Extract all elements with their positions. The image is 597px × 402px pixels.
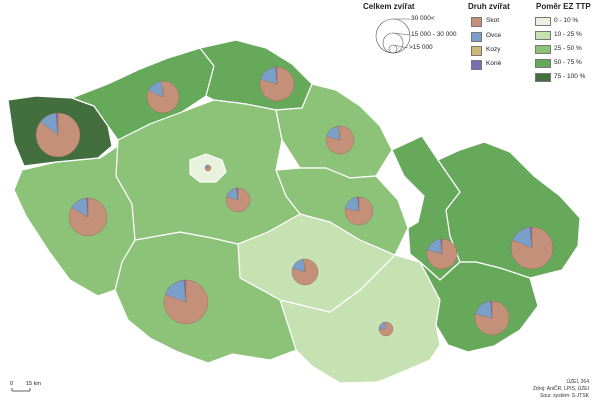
region-moravskoslezsky [437, 141, 581, 279]
pie-vysocina [291, 258, 319, 286]
legend-swatch-75-100 [535, 73, 551, 82]
pie-zlinsky [474, 300, 510, 336]
scale-end-label: 15 km [26, 381, 41, 387]
pie-plzensky [68, 197, 108, 237]
legend-swatch-skot [471, 17, 482, 27]
legend-size-item-small: >15 000 [409, 44, 433, 51]
legend-species-skot: Skot [486, 17, 500, 24]
legend-size-title: Celkem zvířat [363, 2, 415, 11]
pie-jihomoravsky [378, 321, 394, 337]
pie-stredocesky [225, 187, 251, 213]
pie-moravskoslezsky [510, 226, 554, 270]
scale-start-label: 0 [10, 381, 14, 387]
pie-olomoucky [426, 238, 458, 270]
pie-pardubicky [344, 196, 374, 226]
legend-ratio-10-25: 10 - 25 % [554, 31, 582, 38]
legend-species-kozy: Kozy [486, 46, 501, 53]
region-liberecky [199, 39, 313, 111]
legend-swatch-ovce [471, 32, 482, 42]
legend-size-item-medium: 15 000 - 30 000 [411, 31, 457, 38]
legend-species-kone: Koně [486, 60, 502, 67]
pie-praha [204, 164, 212, 172]
pie-ustecky [146, 80, 180, 114]
pie-charts-layer [35, 66, 554, 337]
legend-species-title: Druh zvířat [468, 2, 510, 11]
pie-liberecky [259, 66, 295, 102]
pie-kralovehradecky [325, 125, 355, 155]
legend-ratio-50-75: 50 - 75 % [554, 59, 582, 66]
region-pardubicky [275, 167, 409, 256]
legend-swatch-0-10 [535, 17, 551, 26]
pie-karlovarsky [35, 112, 81, 158]
legend-swatch-kozy [471, 46, 482, 56]
legend-size-circles [375, 18, 411, 54]
legend-ratio-title: Poměr EZ TTP [536, 2, 591, 11]
legend-swatch-10-25 [535, 31, 551, 40]
legend-size-leaders [392, 18, 411, 49]
legend-ratio-25-50: 25 - 50 % [554, 45, 582, 52]
legend-size-item-large: 30 000< [411, 15, 435, 22]
legend-swatch-25-50 [535, 45, 551, 54]
credits-line-2: Zdroj: AniČR, LPIS, ÚZEI [532, 386, 589, 392]
legend-ratio-0-10: 0 - 10 % [554, 17, 579, 24]
legend-swatch-kone [471, 60, 482, 70]
credits-line-1: ÚZEI, 264 [566, 379, 589, 385]
credits-line-3: Sour. systém: S-JTSK [540, 393, 589, 399]
legend-species-ovce: Ovce [486, 32, 502, 39]
scale-bar [11, 388, 31, 392]
legend-swatch-50-75 [535, 59, 551, 68]
legend-ratio-75-100: 75 - 100 % [554, 73, 586, 80]
pie-jihocesky [163, 279, 209, 325]
